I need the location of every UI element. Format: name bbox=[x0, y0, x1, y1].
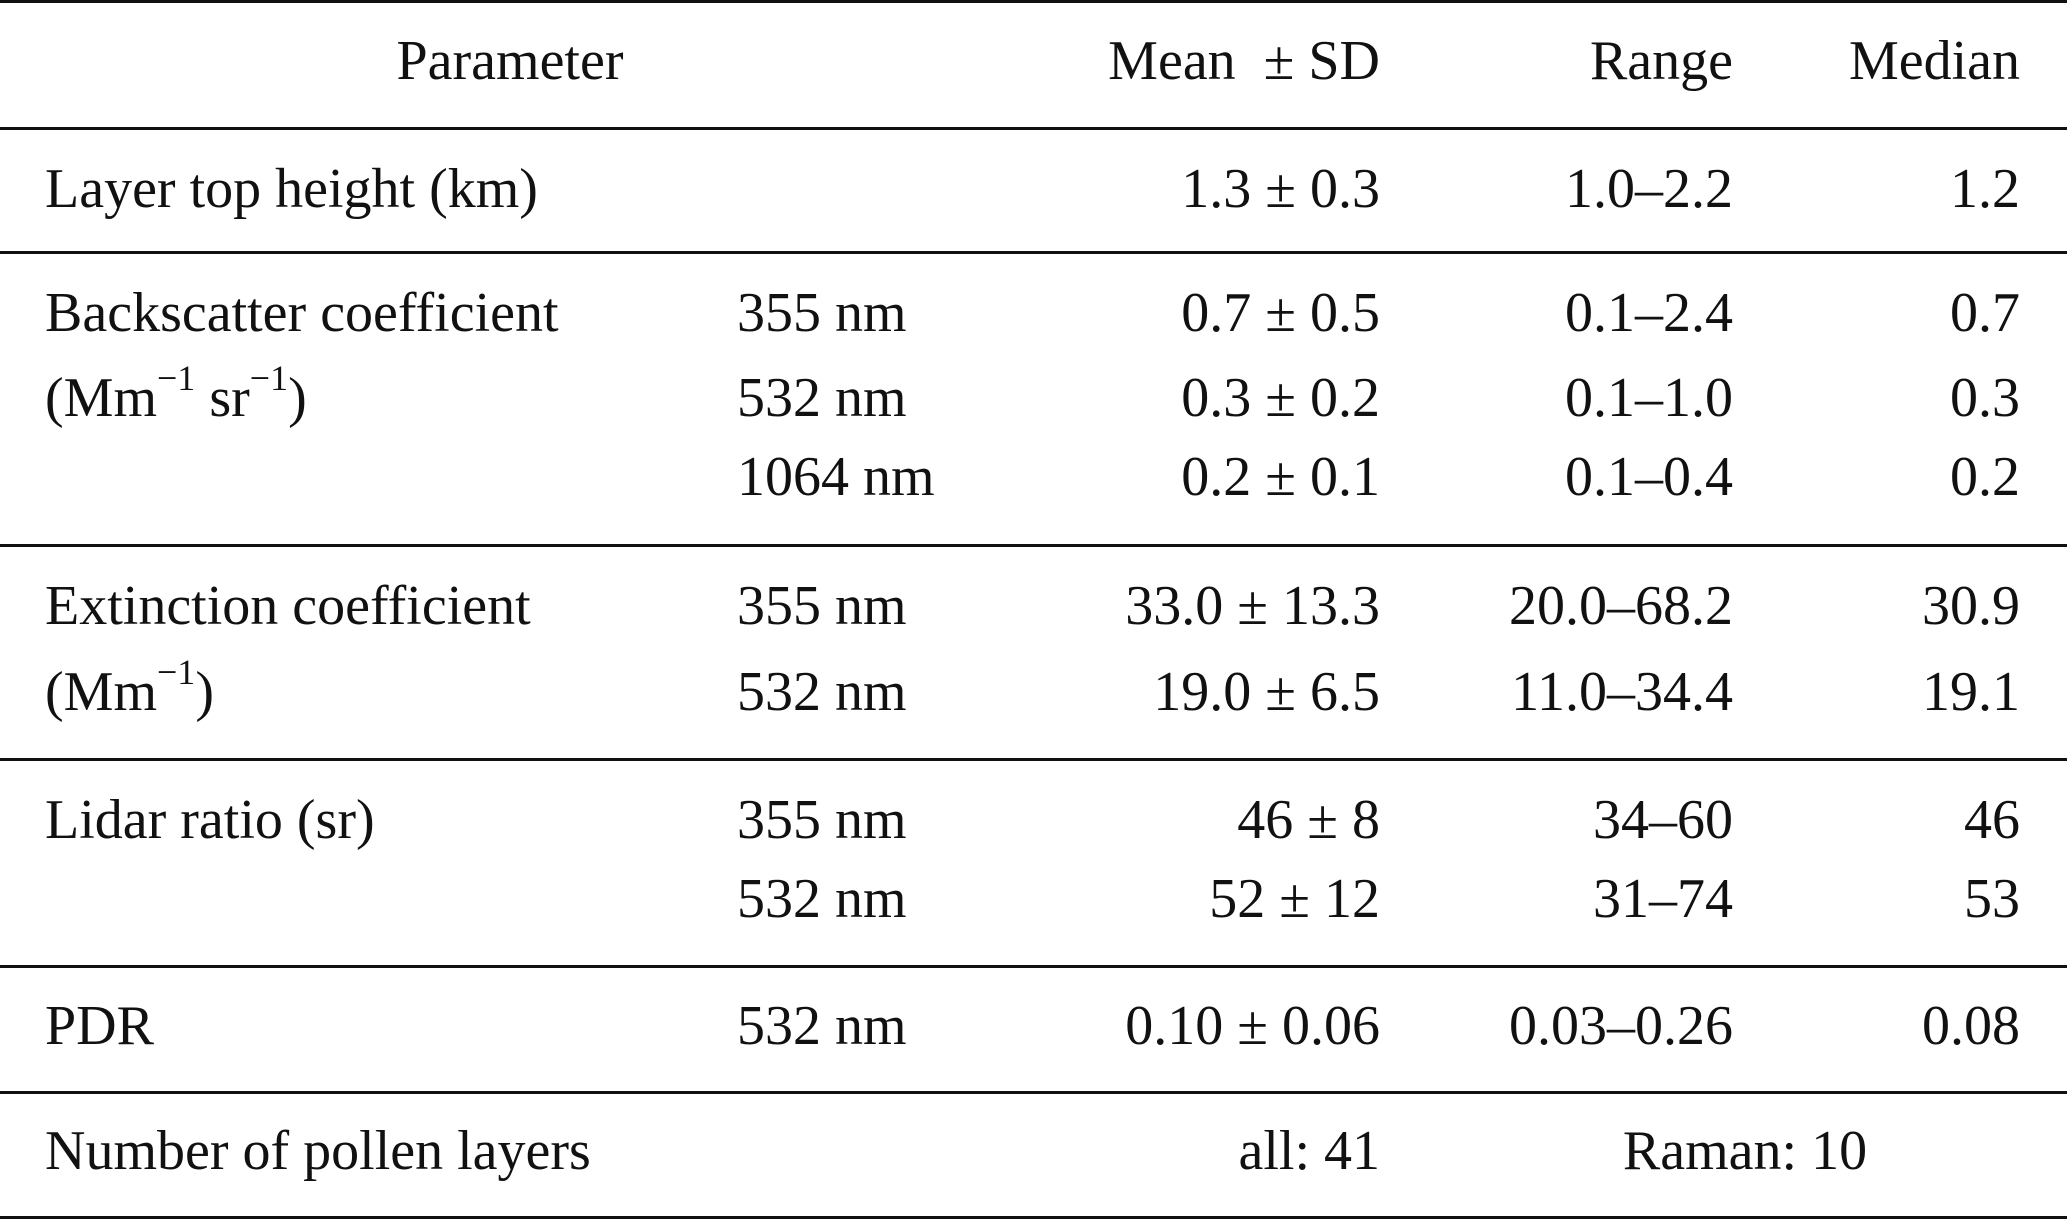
header-rule bbox=[0, 127, 2067, 130]
lidar-ratio-355-mean-sd: 46 ± 8 bbox=[1237, 789, 1380, 851]
backscatter-wavelength-355: 355 nm bbox=[737, 282, 907, 344]
extinction-355-mean-sd: 33.0 ± 13.3 bbox=[1125, 575, 1380, 637]
extinction-355-range: 20.0–68.2 bbox=[1509, 575, 1733, 637]
row-rule-2 bbox=[0, 544, 2067, 547]
header-range: Range bbox=[1589, 30, 1733, 92]
backscatter-532-median: 0.3 bbox=[1950, 367, 2020, 429]
backscatter-unit-exp2: −1 bbox=[249, 358, 289, 399]
extinction-unit-suffix: ) bbox=[195, 661, 214, 723]
backscatter-unit-suffix: ) bbox=[288, 367, 307, 429]
layer-top-median: 1.2 bbox=[1950, 158, 2020, 220]
pollen-layers-raman: Raman: 10 bbox=[1622, 1120, 1868, 1182]
layer-top-mean-sd: 1.3 ± 0.3 bbox=[1181, 158, 1380, 220]
pollen-layers-all: all: 41 bbox=[1238, 1120, 1380, 1182]
row-rule-4 bbox=[0, 965, 2067, 968]
extinction-unit-exp: −1 bbox=[157, 652, 196, 693]
row-label-pollen-layers: Number of pollen layers bbox=[45, 1120, 591, 1182]
extinction-532-median: 19.1 bbox=[1922, 661, 2020, 723]
top-rule bbox=[0, 0, 2067, 3]
backscatter-532-range: 0.1–1.0 bbox=[1565, 367, 1733, 429]
row-rule-5 bbox=[0, 1091, 2067, 1094]
row-label-pdr: PDR bbox=[45, 995, 154, 1057]
extinction-wavelength-355: 355 nm bbox=[737, 575, 907, 637]
backscatter-1064-mean-sd: 0.2 ± 0.1 bbox=[1181, 446, 1380, 508]
bottom-rule bbox=[0, 1216, 2067, 1219]
lidar-ratio-355-median: 46 bbox=[1964, 789, 2020, 851]
backscatter-wavelength-532: 532 nm bbox=[737, 367, 907, 429]
backscatter-unit-prefix: (Mm bbox=[45, 367, 157, 429]
backscatter-532-mean-sd: 0.3 ± 0.2 bbox=[1181, 367, 1380, 429]
row-rule-3 bbox=[0, 758, 2067, 761]
lidar-ratio-wavelength-532: 532 nm bbox=[737, 868, 907, 930]
pdr-mean-sd: 0.10 ± 0.06 bbox=[1125, 995, 1380, 1057]
row-label-extinction-unit: (Mm−1) bbox=[45, 654, 214, 723]
backscatter-1064-median: 0.2 bbox=[1950, 446, 2020, 508]
extinction-355-median: 30.9 bbox=[1922, 575, 2020, 637]
extinction-532-range: 11.0–34.4 bbox=[1511, 661, 1733, 723]
backscatter-355-mean-sd: 0.7 ± 0.5 bbox=[1181, 282, 1380, 344]
extinction-unit-prefix: (Mm bbox=[45, 661, 157, 723]
backscatter-1064-range: 0.1–0.4 bbox=[1565, 446, 1733, 508]
extinction-wavelength-532: 532 nm bbox=[737, 661, 907, 723]
backscatter-unit-exp1: −1 bbox=[157, 358, 196, 399]
row-label-layer-top-height: Layer top height (km) bbox=[45, 158, 538, 220]
row-rule-1 bbox=[0, 251, 2067, 254]
row-label-lidar-ratio: Lidar ratio (sr) bbox=[45, 789, 375, 851]
header-mean-sd: Mean ± SD bbox=[1108, 30, 1380, 92]
backscatter-355-range: 0.1–2.4 bbox=[1565, 282, 1733, 344]
extinction-532-mean-sd: 19.0 ± 6.5 bbox=[1153, 661, 1380, 723]
layer-top-range: 1.0–2.2 bbox=[1565, 158, 1733, 220]
row-label-backscatter-line1: Backscatter coefficient bbox=[45, 282, 559, 344]
backscatter-wavelength-1064: 1064 nm bbox=[737, 446, 935, 508]
row-label-extinction-line1: Extinction coefficient bbox=[45, 575, 531, 637]
header-parameter: Parameter bbox=[396, 30, 624, 92]
lidar-ratio-532-mean-sd: 52 ± 12 bbox=[1209, 868, 1380, 930]
lidar-ratio-wavelength-355: 355 nm bbox=[737, 789, 907, 851]
backscatter-355-median: 0.7 bbox=[1950, 282, 2020, 344]
pdr-range: 0.03–0.26 bbox=[1509, 995, 1733, 1057]
row-label-backscatter-unit: (Mm−1 sr−1) bbox=[45, 360, 307, 429]
pdr-median: 0.08 bbox=[1922, 995, 2020, 1057]
backscatter-unit-mid: sr bbox=[195, 367, 250, 429]
lidar-ratio-532-range: 31–74 bbox=[1593, 868, 1733, 930]
lidar-ratio-532-median: 53 bbox=[1964, 868, 2020, 930]
header-median: Median bbox=[1848, 30, 2020, 92]
lidar-ratio-355-range: 34–60 bbox=[1593, 789, 1733, 851]
pdr-wavelength: 532 nm bbox=[737, 995, 907, 1057]
